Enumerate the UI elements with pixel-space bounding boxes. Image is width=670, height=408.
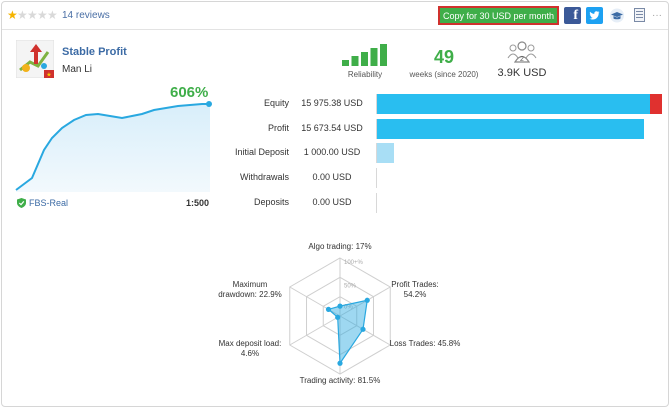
weeks-value: 49 — [433, 47, 455, 67]
stat-row-withdrawals: Withdrawals 0.00 USD — [226, 168, 666, 190]
stat-row-deposits: Deposits 0.00 USD — [226, 193, 666, 215]
radar-axis-label: Maximum drawdown: 22.9% — [218, 280, 282, 299]
radar-point — [337, 303, 343, 309]
growth-endpoint — [206, 101, 212, 107]
stat-label: Deposits — [253, 197, 289, 207]
subscribers-value: 3.9K USD — [497, 67, 547, 79]
reliability-bar — [370, 48, 378, 66]
stat-track — [376, 119, 662, 139]
twitter-icon[interactable] — [586, 7, 603, 24]
broker-name[interactable]: FBS-Real — [29, 198, 69, 208]
rating-stars[interactable]: ★ ★ ★ ★ ★ — [7, 8, 58, 22]
growth-area — [16, 104, 210, 192]
radar-axis-label: Loss Trades: 45.8% — [389, 339, 461, 348]
stat-value: 15 673.54 USD — [301, 123, 363, 133]
radar-axis-label: Trading activity: 81.5% — [299, 376, 381, 385]
star-icon[interactable]: ★ — [37, 8, 48, 22]
stat-bar — [377, 119, 645, 139]
stat-track — [376, 168, 662, 188]
reviews-link[interactable]: 14 reviews — [62, 10, 110, 21]
stat-bar — [377, 143, 395, 163]
stat-value: 0.00 USD — [312, 172, 352, 182]
svg-text:★: ★ — [46, 72, 51, 79]
signal-author[interactable]: Man Li — [62, 64, 93, 75]
signal-name[interactable]: Stable Profit — [62, 46, 127, 58]
subscribers-count: 2 — [520, 56, 524, 63]
stat-track — [376, 193, 662, 213]
broker[interactable]: FBS-Real — [17, 198, 68, 208]
stat-bar — [377, 94, 651, 114]
leverage: 1:500 — [186, 198, 210, 208]
weeks-label: weeks (since 2020) — [409, 70, 479, 79]
stat-label: Profit — [267, 123, 289, 133]
radar-ring-label: 100+% — [344, 260, 364, 266]
reliability-label: Reliability — [347, 70, 383, 79]
growth-chart — [15, 101, 212, 192]
reliability-bar — [361, 52, 368, 66]
radar-chart: 100+% 50% 0% Algo trading: 17% Profit Trade… — [210, 238, 470, 398]
radar-point — [335, 314, 341, 320]
radar-point — [325, 306, 332, 312]
stat-row-profit: Profit 15 673.54 USD — [226, 119, 666, 141]
copy-subscription-button[interactable]: Copy for 30 USD per month — [438, 6, 559, 25]
stat-value: 1 000.00 USD — [303, 147, 361, 157]
star-icon[interactable]: ★ — [7, 8, 18, 22]
stat-value: 0.00 USD — [312, 197, 352, 207]
reliability-bars — [342, 44, 387, 66]
stat-label: Initial Deposit — [234, 147, 289, 157]
radar-axis-label: Algo trading: 17% — [308, 242, 372, 251]
stat-bar-negative — [650, 94, 662, 114]
radar-axis-label: Max deposit load: 4.6% — [218, 339, 282, 358]
star-icon[interactable]: ★ — [47, 8, 58, 22]
shield-check-icon — [17, 198, 26, 208]
star-icon[interactable]: ★ — [27, 8, 38, 22]
radar-ring-label: 50% — [344, 283, 357, 289]
radar-spoke — [289, 286, 341, 317]
reliability-bar — [380, 44, 387, 66]
stat-track — [376, 94, 662, 114]
more-icon[interactable]: ··· — [652, 10, 662, 21]
stat-row-initial-deposit: Initial Deposit 1 000.00 USD — [226, 143, 666, 165]
reliability-bar — [342, 60, 349, 66]
star-icon[interactable]: ★ — [17, 8, 28, 22]
stat-value: 15 975.38 USD — [301, 98, 363, 108]
stat-row-equity: Equity 15 975.38 USD — [226, 94, 666, 116]
growth-line — [15, 103, 210, 191]
radar-point — [360, 326, 366, 332]
reliability-bar — [351, 56, 359, 66]
stat-label: Equity — [263, 98, 289, 108]
radar-axis-label: Profit Trades: 54.2% — [391, 280, 439, 299]
growth-value: 606% — [170, 84, 209, 101]
subscribers-icon: 2 — [507, 40, 537, 66]
radar-point — [337, 360, 343, 366]
stat-track — [376, 143, 662, 163]
document-icon[interactable] — [634, 8, 645, 22]
stat-label: Withdrawals — [239, 172, 289, 182]
radar-spoke — [289, 315, 341, 346]
radar-point — [364, 297, 370, 303]
facebook-icon[interactable]: f — [564, 7, 581, 24]
signal-logo: ★ — [15, 39, 55, 79]
graduation-cap-icon[interactable] — [609, 8, 625, 23]
top-bar: ★ ★ ★ ★ ★ 14 reviews Copy for 30 USD per mon… — [2, 2, 668, 30]
radar-ring-label: 0% — [344, 305, 353, 311]
